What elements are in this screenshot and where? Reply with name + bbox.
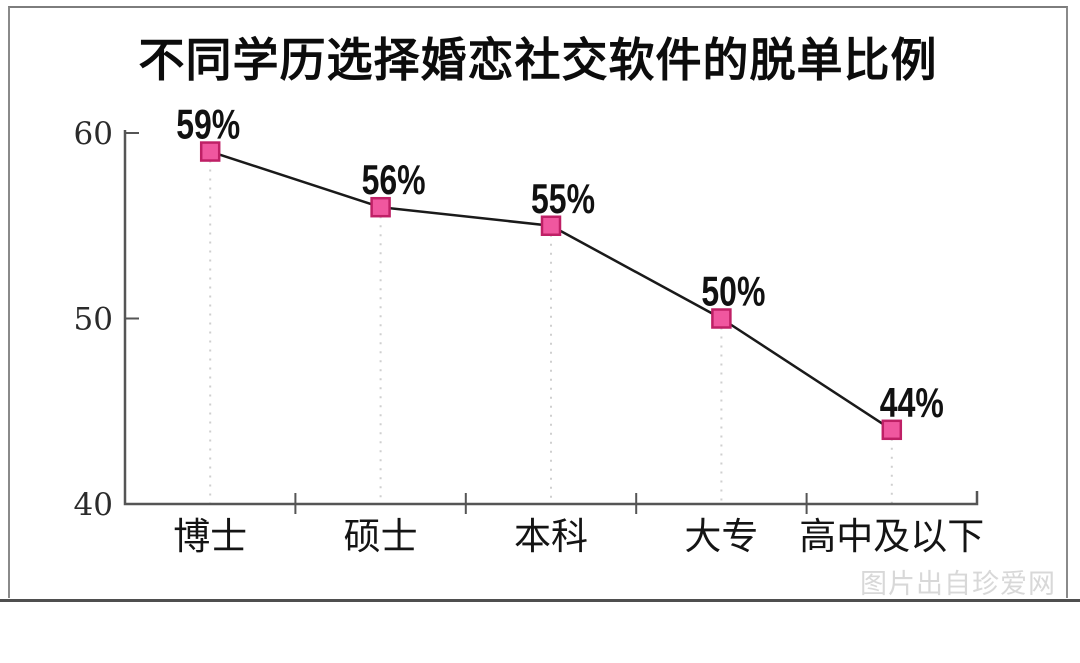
x-category-label: 硕士 (344, 516, 418, 557)
chart-title: 不同学历选择婚恋社交软件的脱单比例 (138, 34, 938, 86)
data-label: 50% (701, 268, 765, 315)
x-category-label: 本科 (514, 516, 588, 557)
source-watermark: 图片出自珍爱网 (860, 569, 1056, 599)
data-point-marker (881, 419, 903, 441)
data-point-marker (370, 196, 391, 218)
x-category-label: 高中及以下 (799, 516, 984, 557)
data-point-marker (199, 141, 221, 162)
data-label: 56% (362, 156, 426, 203)
y-tick-label: 40 (74, 487, 113, 523)
x-category-label: 博士 (173, 516, 247, 557)
data-label: 55% (531, 175, 595, 222)
axis-spine (123, 130, 979, 506)
data-point-marker (711, 308, 732, 329)
y-tick-label: 60 (74, 116, 113, 152)
data-point-marker (540, 215, 562, 236)
data-label: 44% (880, 379, 944, 426)
y-tick-label: 50 (74, 302, 113, 338)
data-label: 59% (176, 101, 240, 148)
chart-card (8, 6, 1068, 598)
x-category-label: 大专 (684, 516, 758, 557)
bottom-border-line (0, 599, 1080, 602)
